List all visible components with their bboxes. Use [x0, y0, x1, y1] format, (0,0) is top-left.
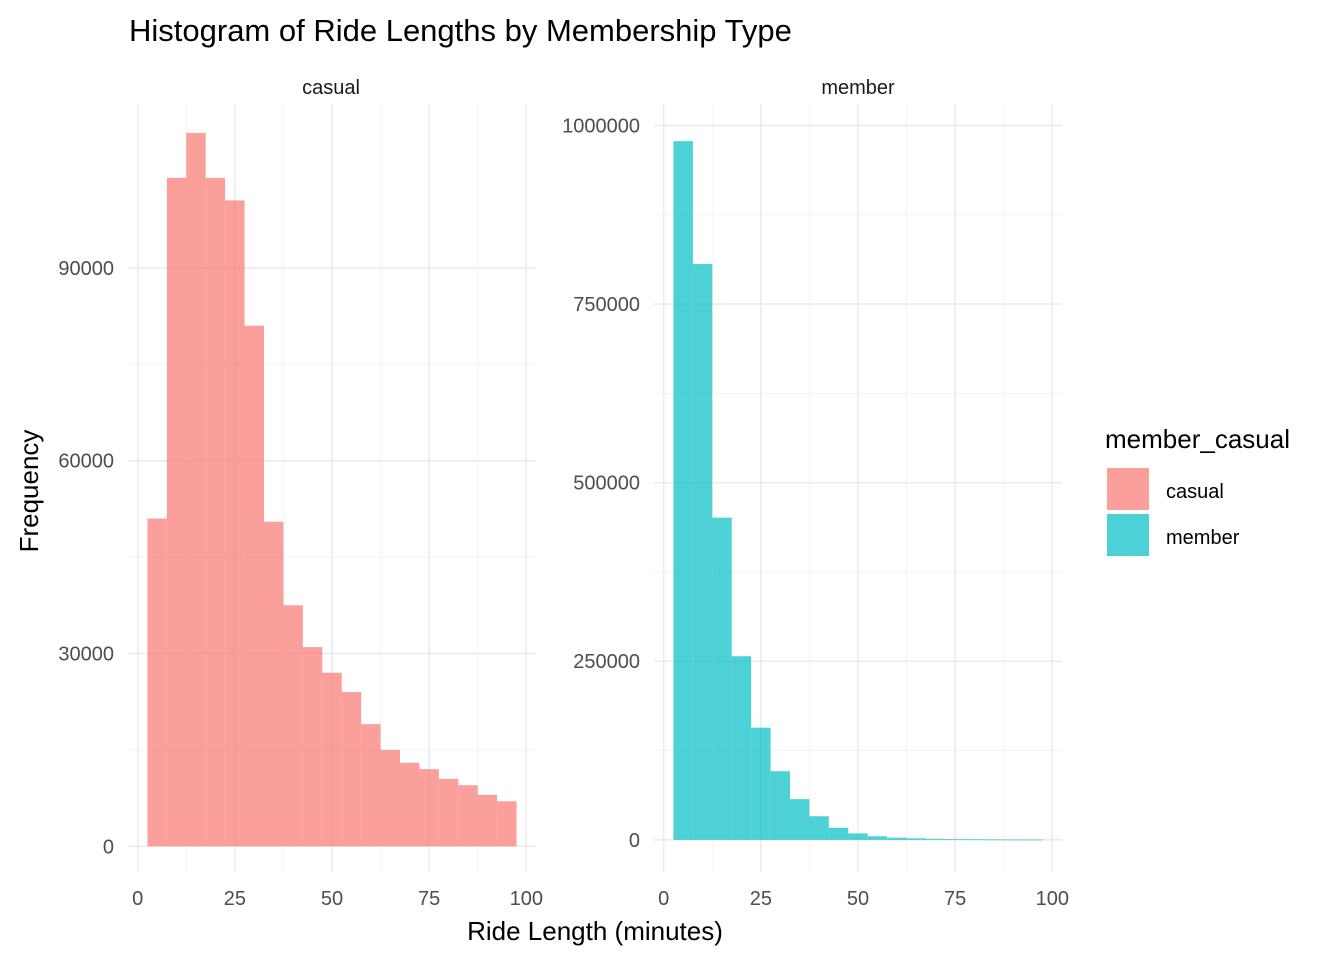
- panel-member: 0 25 50 75 100 0 250000 500000 750000 1000000: [562, 104, 1069, 910]
- histogram-bar-member: [945, 839, 965, 840]
- histogram-bar-casual: [400, 762, 420, 847]
- histogram-bar-casual: [477, 794, 498, 847]
- x-tick-label: 100: [1036, 888, 1069, 910]
- panel-casual: 0 25 50 75 100 0 30000 60000 90000: [58, 104, 543, 910]
- histogram-bar-casual: [361, 724, 381, 847]
- histogram-bar-casual: [283, 605, 303, 847]
- legend-label-casual: casual: [1166, 481, 1224, 503]
- histogram-bar-casual: [458, 785, 478, 847]
- histogram-bar-casual: [264, 521, 284, 847]
- histogram-bar-casual: [186, 132, 206, 847]
- histogram-bar-member: [731, 656, 752, 840]
- histogram-bar-member: [712, 517, 732, 840]
- legend-label-member: member: [1166, 527, 1240, 549]
- y-axis-title: Frequency: [14, 430, 44, 553]
- histogram-bar-member: [673, 141, 693, 840]
- legend: member_casual casual member: [1105, 424, 1290, 556]
- histogram-bar-member: [770, 771, 790, 840]
- histogram-bar-member: [1023, 839, 1043, 841]
- y-tick-label: 1000000: [562, 115, 640, 137]
- histogram-bar-member: [984, 839, 1004, 841]
- histogram-bar-casual: [205, 177, 226, 847]
- x-axis-title: Ride Length (minutes): [467, 916, 723, 946]
- histogram-bar-casual: [147, 518, 167, 847]
- panel-strip-member: member: [821, 77, 895, 99]
- legend-swatch-casual: [1107, 468, 1149, 510]
- histogram-bar-casual: [225, 200, 245, 847]
- histogram-bar-member: [828, 827, 849, 840]
- y-tick-label: 90000: [58, 258, 114, 280]
- x-tick-label: 75: [418, 888, 440, 910]
- histogram-bar-member: [906, 838, 926, 840]
- x-tick-label: 0: [132, 888, 143, 910]
- y-tick-label: 30000: [58, 643, 114, 665]
- histogram-bar-casual: [419, 769, 439, 847]
- x-tick-label: 25: [224, 888, 246, 910]
- y-tick-label: 250000: [573, 651, 640, 673]
- histogram-bar-member: [867, 836, 888, 840]
- histogram-bar-member: [964, 839, 985, 841]
- y-tick-label: 750000: [573, 294, 640, 316]
- chart-title: Histogram of Ride Lengths by Membership …: [129, 13, 792, 48]
- histogram-bar-casual: [302, 647, 323, 847]
- y-tick-label: 0: [103, 836, 114, 858]
- histogram-bar-casual: [166, 177, 187, 847]
- x-tick-label: 50: [847, 888, 869, 910]
- histogram-bar-member: [848, 833, 868, 840]
- x-tick-label: 25: [750, 888, 772, 910]
- y-tick-label: 60000: [58, 451, 114, 473]
- legend-title: member_casual: [1105, 424, 1290, 454]
- histogram-bar-casual: [341, 692, 362, 847]
- histogram-bar-member: [751, 727, 771, 840]
- histogram-bar-casual: [322, 672, 342, 847]
- histogram-bar-member: [1003, 839, 1024, 841]
- histogram-bar-casual: [438, 778, 459, 847]
- x-tick-label: 75: [944, 888, 966, 910]
- x-tick-label: 50: [321, 888, 343, 910]
- x-tick-label: 100: [510, 888, 543, 910]
- legend-swatch-member: [1107, 514, 1149, 556]
- y-tick-label: 500000: [573, 473, 640, 495]
- histogram-bar-member: [887, 837, 907, 840]
- x-tick-label: 0: [658, 888, 669, 910]
- histogram-bar-member: [809, 816, 829, 840]
- histogram-bar-casual: [244, 325, 264, 847]
- histogram-bar-casual: [497, 801, 517, 847]
- panel-strip-casual: casual: [302, 77, 360, 99]
- histogram-bar-member: [790, 799, 810, 840]
- histogram-bar-casual: [380, 749, 400, 847]
- y-tick-label: 0: [629, 830, 640, 852]
- histogram-bar-member: [692, 264, 713, 840]
- histogram-bar-member: [926, 838, 946, 840]
